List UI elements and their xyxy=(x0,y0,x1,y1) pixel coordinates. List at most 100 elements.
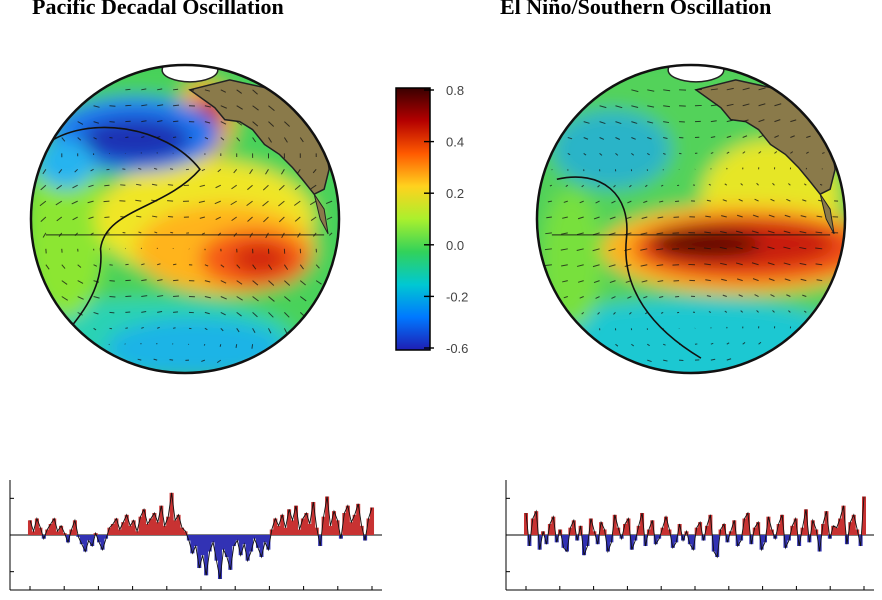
timeseries-bar xyxy=(855,529,860,535)
timeseries-bar xyxy=(100,535,105,550)
colorbar-tick-label: 0.0 xyxy=(446,238,464,253)
timeseries-bar xyxy=(797,535,802,546)
pdo-timeseries-chart xyxy=(9,480,382,591)
timeseries-bar xyxy=(238,535,243,556)
timeseries-bar xyxy=(667,529,672,535)
timeseries-bar xyxy=(732,520,737,535)
timeseries-bar xyxy=(547,524,552,535)
timeseries-bar xyxy=(848,522,853,535)
timeseries-bar xyxy=(684,531,689,535)
timeseries-bar xyxy=(369,507,375,535)
timeseries-bar xyxy=(752,527,757,535)
title-el-nino-southern-oscillation: El Niño/Southern Oscillation xyxy=(500,0,772,19)
timeseries-bar xyxy=(841,505,846,535)
timeseries-bar xyxy=(687,535,692,545)
timeseries-bar xyxy=(821,524,826,535)
timeseries-bar xyxy=(568,527,573,535)
timeseries-bar xyxy=(214,535,219,561)
timeseries-bar xyxy=(640,513,645,535)
timeseries-bar xyxy=(551,516,556,535)
timeseries-bar xyxy=(735,535,740,546)
timeseries-bar xyxy=(69,529,74,535)
timeseries-bar xyxy=(48,524,53,535)
timeseries-bar xyxy=(803,509,808,535)
timeseries-bar xyxy=(810,520,815,535)
timeseries-bar xyxy=(609,535,614,543)
timeseries-bar xyxy=(599,522,604,535)
timeseries-bar xyxy=(626,518,631,535)
timeseries-bar xyxy=(595,535,600,545)
enso-timeseries-chart xyxy=(505,480,874,591)
timeseries-bar xyxy=(152,513,157,535)
timeseries-bar xyxy=(307,524,312,535)
timeseries-bar xyxy=(190,535,195,554)
timeseries-bar xyxy=(249,535,254,552)
timeseries-bar xyxy=(681,535,686,541)
timeseries-bar xyxy=(300,518,305,535)
timeseries-bar xyxy=(677,524,682,535)
timeseries-bar xyxy=(103,535,109,539)
timeseries-bar xyxy=(321,516,326,535)
timeseries-bar xyxy=(128,525,133,535)
timeseries-bar xyxy=(769,529,774,535)
timeseries-bar xyxy=(708,514,713,535)
timeseries-bar xyxy=(293,505,299,535)
timeseries-bar xyxy=(224,535,229,557)
timeseries-bar xyxy=(121,522,126,535)
timeseries-bar xyxy=(242,535,247,545)
timeseries-bar xyxy=(824,511,829,535)
timeseries-bar xyxy=(83,535,88,552)
timeseries-bar xyxy=(698,522,703,535)
timeseries-bar xyxy=(45,529,50,535)
timeseries-bar xyxy=(34,518,39,535)
timeseries-bar xyxy=(276,525,281,535)
timeseries-bar xyxy=(131,520,136,535)
timeseries-bar xyxy=(335,520,340,535)
timeseries-bar xyxy=(745,513,750,535)
timeseries-bar xyxy=(197,535,202,568)
timeseries-bar xyxy=(145,524,150,535)
timeseries-bar xyxy=(544,535,549,545)
timeseries-bar xyxy=(554,535,559,543)
timeseries-bar xyxy=(776,524,781,535)
timeseries-bar xyxy=(663,516,668,535)
timeseries-bar xyxy=(780,514,785,535)
timeseries-bar xyxy=(585,535,590,546)
timeseries-bar xyxy=(790,525,795,535)
pdo-globe-map xyxy=(29,63,341,375)
timeseries-bar xyxy=(235,535,240,541)
timeseries-bar xyxy=(124,514,129,535)
timeseries-bar xyxy=(653,535,658,545)
timeseries-bar xyxy=(280,514,285,535)
timeseries-bar xyxy=(759,535,764,550)
timeseries-bar xyxy=(588,518,593,535)
timeseries-bar xyxy=(616,527,621,535)
timeseries-bar xyxy=(701,535,706,541)
timeseries-bar xyxy=(262,535,267,543)
timeseries-bar xyxy=(851,514,856,535)
timeseries-bar xyxy=(97,535,102,543)
colorbar-tick-label: 0.8 xyxy=(446,86,464,98)
timeseries-bar xyxy=(211,535,216,543)
timeseries-bar xyxy=(325,496,330,535)
timeseries-bar xyxy=(670,535,675,548)
timeseries-bar xyxy=(762,535,767,543)
timeseries-bar xyxy=(838,518,843,535)
colorbar-tick-label: -0.6 xyxy=(446,341,468,356)
timeseries-bar xyxy=(135,531,140,535)
timeseries-bar xyxy=(252,535,257,539)
timeseries-bar xyxy=(176,514,181,535)
timeseries-bar xyxy=(107,527,112,535)
timeseries-bar xyxy=(269,529,274,535)
timeseries-bar xyxy=(273,518,278,535)
timeseries-bar xyxy=(564,535,569,552)
timeseries-bar xyxy=(110,524,115,535)
timeseries-bar xyxy=(217,535,223,579)
timeseries-bar xyxy=(766,516,771,535)
timeseries-bar xyxy=(173,520,178,535)
timeseries-bar xyxy=(349,522,354,535)
timeseries-bar xyxy=(345,505,350,535)
timeseries-bar xyxy=(650,520,655,535)
timeseries-bar xyxy=(207,535,212,552)
timeseries-bar xyxy=(558,529,563,535)
